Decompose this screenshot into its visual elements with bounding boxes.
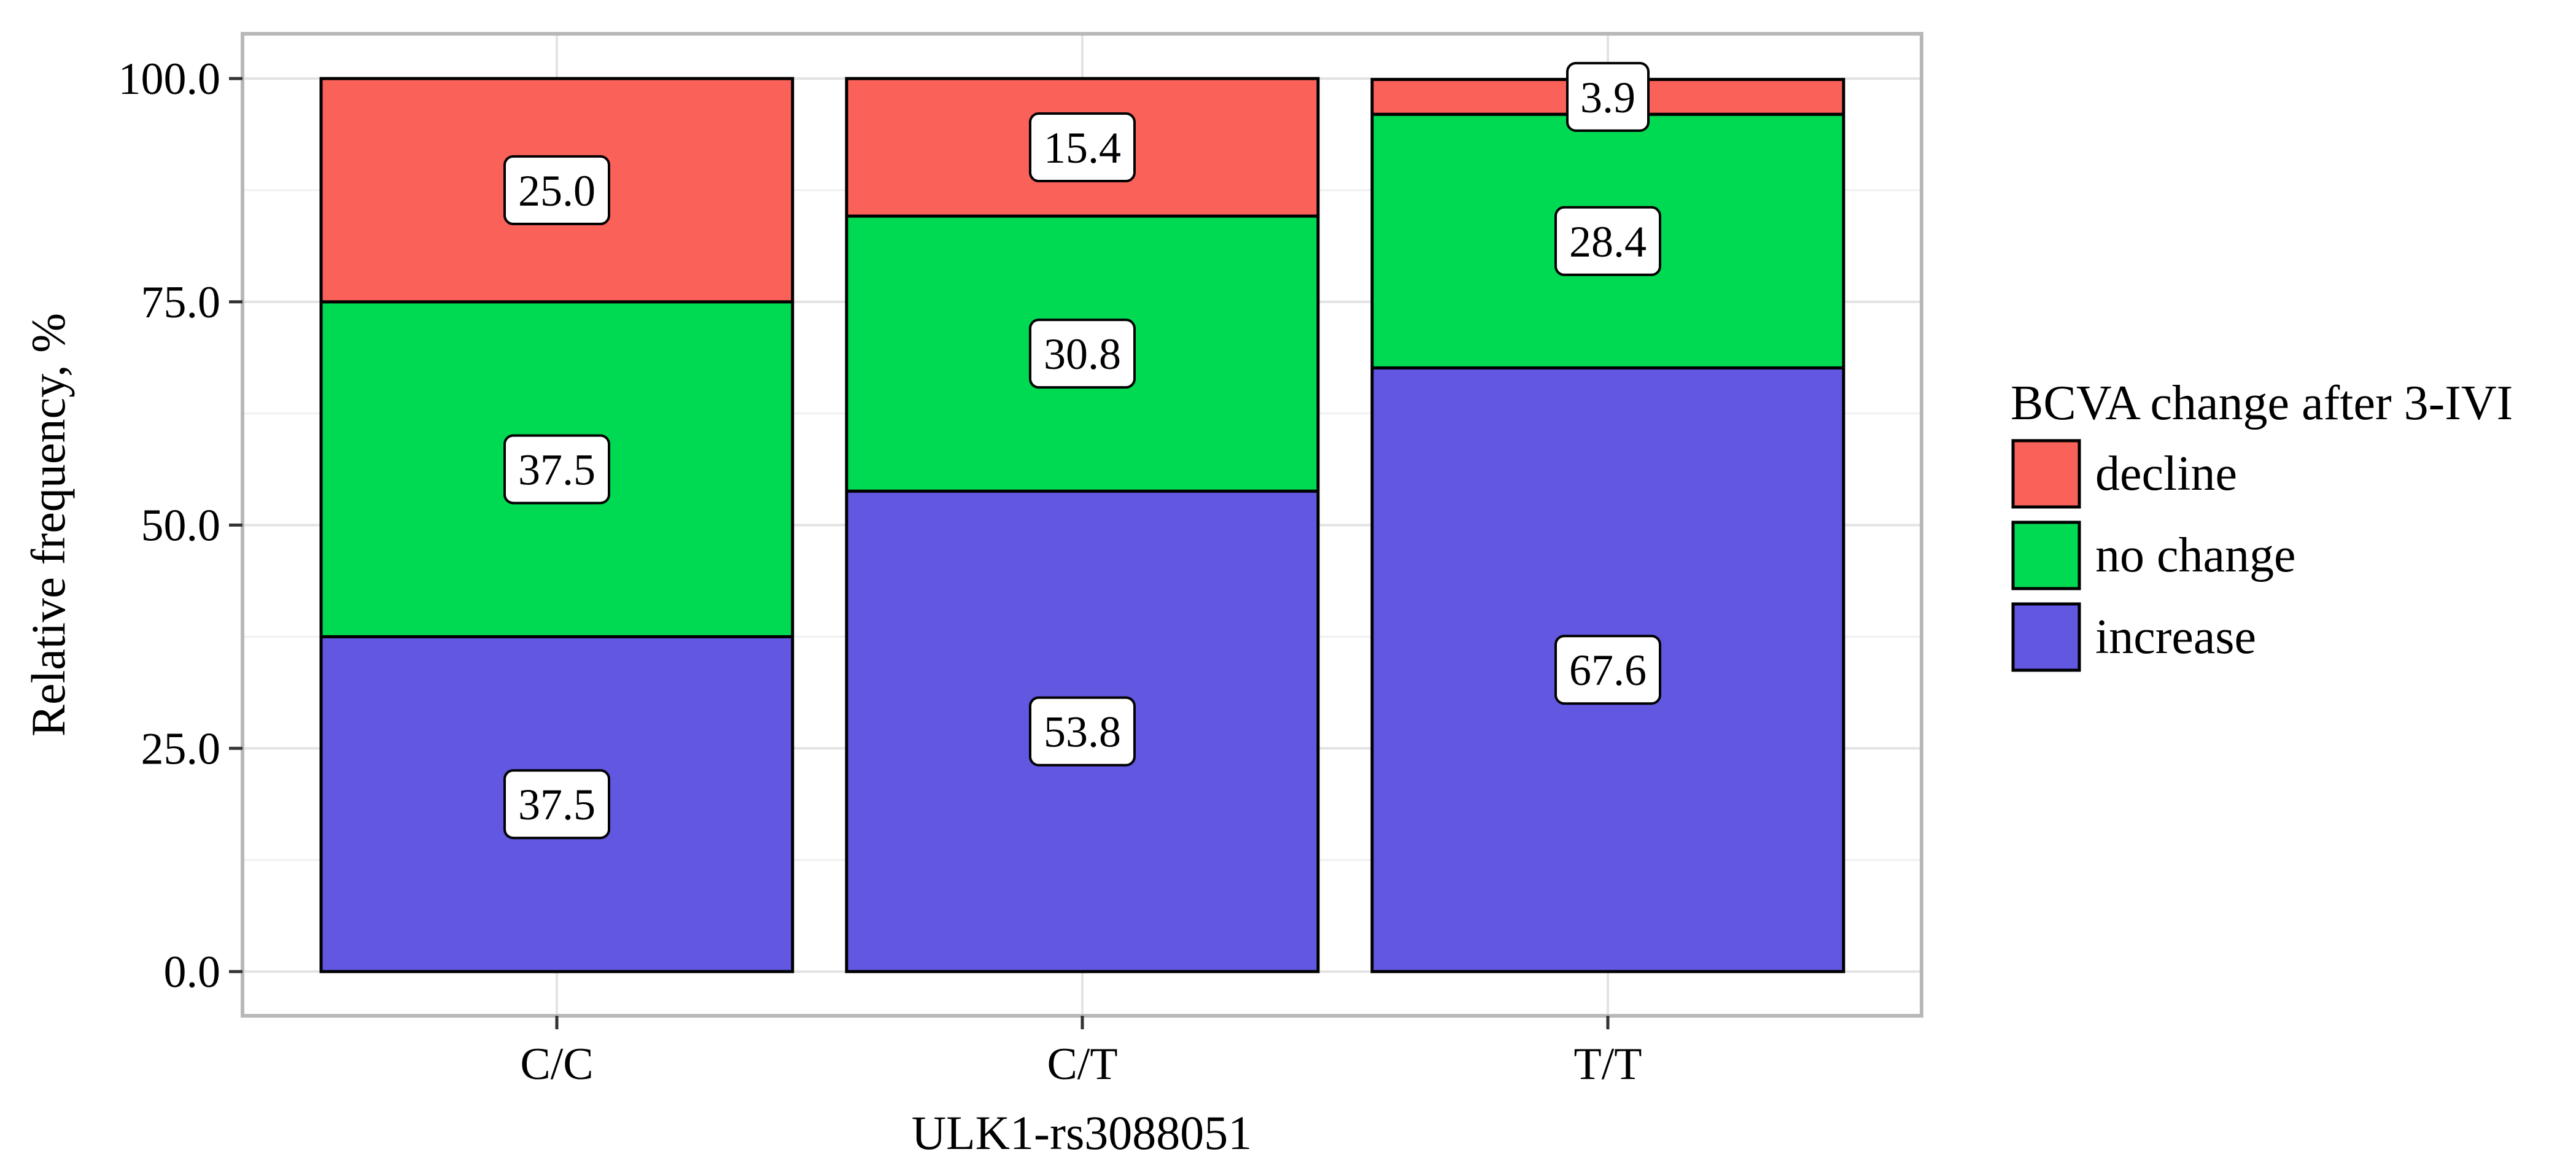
data-label: 15.4 [1044,123,1121,172]
legend-key-increase [2011,602,2081,672]
data-label: 37.5 [518,780,596,829]
data-label: 67.6 [1569,646,1647,695]
y-axis: 0.0 25.0 50.0 75.0 100.0 [118,54,242,997]
data-label-box [1029,319,1136,389]
data-label: 53.8 [1044,708,1121,757]
data-label: 25.0 [518,166,596,215]
data-label: 3.9 [1580,73,1635,122]
legend: BCVA change after 3-IVI decline no change… [2011,376,2513,672]
data-label: 30.8 [1044,330,1121,379]
legend-label: increase [2095,610,2256,664]
x-tick-label: C/C [520,1039,593,1089]
y-tick-label: 25.0 [141,724,221,774]
data-label-box [1029,696,1136,767]
data-label-box [503,155,610,225]
data-label-box [1029,112,1136,183]
legend-key-no-change [2011,520,2081,590]
y-tick-label: 0.0 [164,947,221,997]
y-axis-title: Relative frequency, % [21,313,75,737]
legend-key-decline [2011,439,2081,509]
legend-label: decline [2095,447,2237,501]
x-tick-label: T/T [1574,1039,1642,1089]
data-label: 37.5 [518,446,596,495]
y-tick-label: 50.0 [141,501,221,551]
data-label-box [1554,206,1661,276]
legend-label: no change [2095,528,2296,582]
y-tick-label: 75.0 [141,277,221,328]
data-label-box [1566,61,1650,132]
data-label-box [503,769,610,840]
data-label: 28.4 [1569,217,1647,266]
legend-title: BCVA change after 3-IVI [2011,376,2513,430]
data-label-box [503,434,610,505]
data-labels: 37.5 37.5 25.0 53.8 30.8 15.4 67.6 28.4 3.9 [503,61,1661,840]
x-axis: C/C C/T T/T [520,1016,1642,1089]
data-label-box [1554,635,1661,705]
x-axis-title: ULK1-rs3088051 [912,1106,1252,1159]
y-tick-label: 100.0 [118,54,221,104]
x-tick-label: C/T [1047,1039,1117,1089]
